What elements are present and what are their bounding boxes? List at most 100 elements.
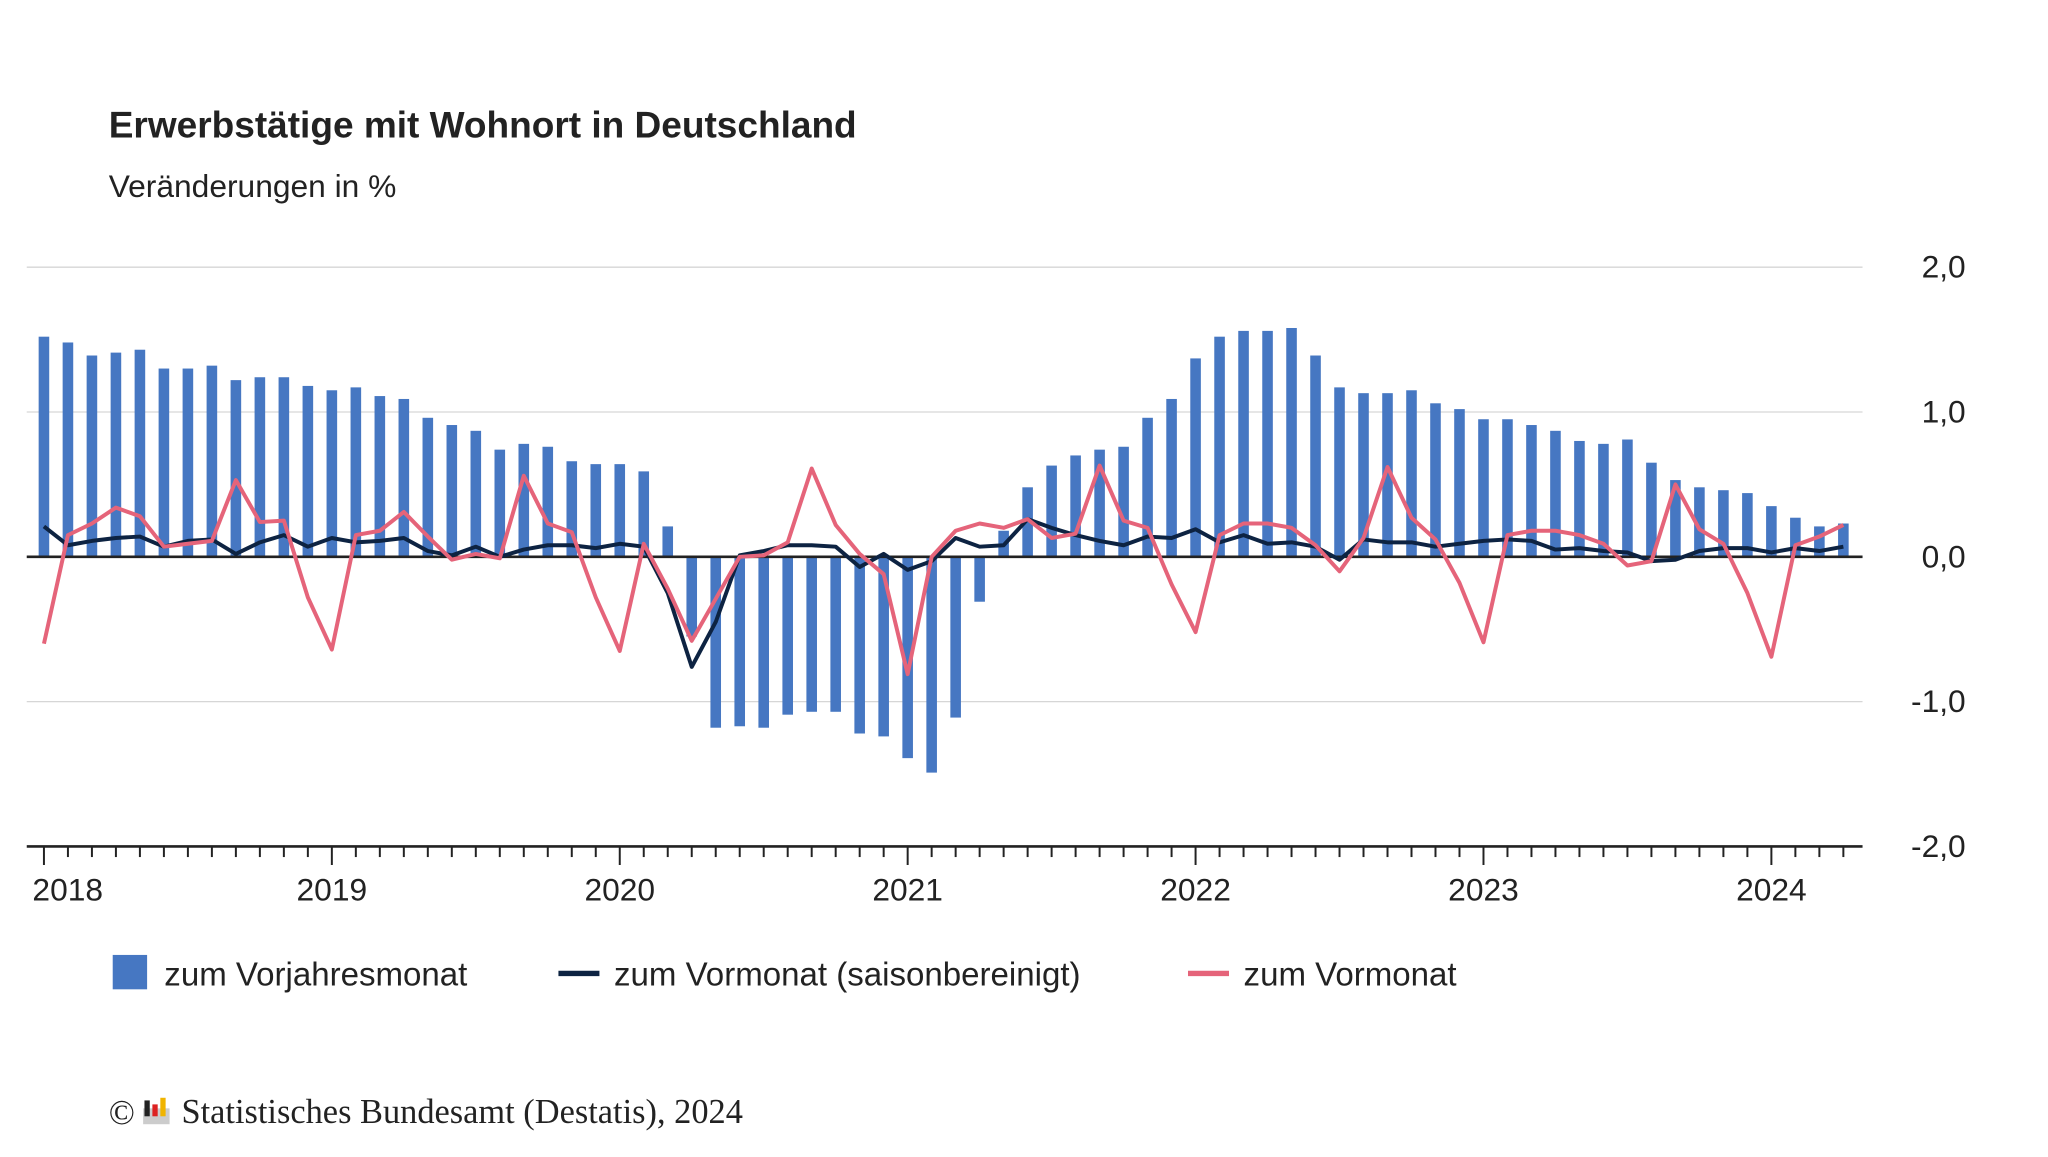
bar bbox=[1646, 462, 1657, 557]
bar bbox=[734, 556, 746, 727]
x-tick-label: 2020 bbox=[584, 872, 655, 908]
bar bbox=[686, 556, 698, 637]
bar bbox=[446, 425, 458, 557]
x-tick-label: 2024 bbox=[1736, 872, 1807, 908]
bar bbox=[542, 446, 554, 557]
legend: zum Vorjahresmonat zum Vormonat (saisonbe… bbox=[112, 954, 1457, 993]
bar bbox=[1598, 443, 1609, 557]
bar bbox=[1622, 439, 1633, 557]
bar bbox=[758, 556, 769, 728]
y-tick-label: 2,0 bbox=[1922, 249, 1966, 285]
bar bbox=[1334, 387, 1345, 557]
y-tick-label: 1,0 bbox=[1922, 394, 1966, 430]
bar bbox=[878, 556, 889, 737]
bar bbox=[1502, 419, 1513, 557]
bar bbox=[1670, 480, 1681, 557]
bar bbox=[1382, 393, 1393, 557]
bar bbox=[182, 368, 194, 557]
bar bbox=[398, 398, 410, 557]
bar bbox=[1814, 526, 1825, 557]
bar bbox=[1454, 409, 1465, 557]
bar bbox=[1094, 449, 1105, 557]
bar bbox=[1526, 425, 1537, 557]
bar bbox=[254, 377, 266, 557]
bar bbox=[902, 556, 913, 759]
bar bbox=[638, 471, 650, 557]
chart-subtitle: Veränderungen in % bbox=[109, 168, 397, 204]
bar bbox=[1838, 523, 1849, 557]
bar bbox=[230, 380, 242, 557]
bar bbox=[302, 385, 314, 557]
x-tick-label: 2018 bbox=[32, 872, 103, 908]
bar bbox=[110, 352, 122, 557]
bar bbox=[1694, 487, 1705, 557]
bar bbox=[326, 390, 338, 557]
copyright: © bbox=[109, 1094, 135, 1132]
bar bbox=[710, 556, 722, 728]
bar bbox=[1166, 398, 1177, 557]
bar bbox=[662, 526, 674, 557]
bar bbox=[854, 556, 865, 734]
bar bbox=[1070, 455, 1081, 557]
bar bbox=[1406, 390, 1417, 557]
chart-title: Erwerbstätige mit Wohnort in Deutschland bbox=[109, 104, 857, 146]
bar bbox=[830, 556, 841, 712]
bar bbox=[1790, 517, 1801, 557]
bar bbox=[1574, 440, 1585, 557]
bar bbox=[518, 443, 530, 557]
line-series bbox=[42, 463, 1845, 677]
y-tick-label: -1,0 bbox=[1911, 683, 1966, 719]
bar bbox=[590, 464, 602, 557]
bar bbox=[62, 342, 74, 557]
plot-area: -2,0 -1,0 0,0 1,0 2,0 2018 2019 2020 2021 2022 202… bbox=[26, 249, 1966, 908]
bar bbox=[1310, 355, 1321, 557]
bar bbox=[1742, 493, 1753, 557]
source: Statistisches Bundesamt (Destatis), 2024 bbox=[181, 1093, 742, 1131]
bar bbox=[374, 396, 386, 557]
bar bbox=[1190, 358, 1201, 557]
y-tick-label: -2,0 bbox=[1911, 828, 1966, 864]
logo bbox=[143, 1097, 170, 1125]
y-tick-label: 0,0 bbox=[1922, 538, 1966, 574]
bar bbox=[782, 556, 793, 715]
bar bbox=[1718, 490, 1729, 557]
bar bbox=[470, 430, 482, 557]
bar bbox=[494, 449, 506, 557]
line-series bbox=[42, 517, 1844, 669]
bar bbox=[1286, 327, 1297, 557]
bar bbox=[926, 556, 937, 773]
legend-label: zum Vormonat bbox=[1244, 956, 1457, 993]
bar bbox=[422, 417, 434, 557]
bar bbox=[158, 368, 170, 557]
bar bbox=[974, 556, 985, 602]
bar bbox=[1430, 403, 1441, 557]
bar bbox=[566, 461, 578, 557]
x-tick-label: 2023 bbox=[1448, 872, 1519, 908]
bar bbox=[1142, 417, 1153, 557]
bar bbox=[806, 556, 817, 712]
legend-swatch bbox=[112, 954, 148, 990]
bar bbox=[1262, 330, 1273, 557]
bar bbox=[1478, 419, 1489, 557]
bar bbox=[1766, 506, 1777, 557]
bar bbox=[1214, 336, 1225, 557]
bar bbox=[206, 365, 218, 557]
bar bbox=[1358, 393, 1369, 557]
bar bbox=[614, 464, 626, 557]
bar bbox=[278, 377, 290, 557]
x-tick-label: 2022 bbox=[1160, 872, 1231, 908]
bar bbox=[950, 556, 961, 718]
legend-label: zum Vormonat (saisonbereinigt) bbox=[614, 956, 1081, 993]
bar bbox=[38, 336, 50, 557]
bar bbox=[134, 349, 146, 557]
bar bbox=[1118, 446, 1129, 557]
x-tick-label: 2021 bbox=[872, 872, 943, 908]
bar bbox=[86, 355, 98, 557]
legend-label: zum Vorjahresmonat bbox=[164, 956, 467, 993]
x-tick-label: 2019 bbox=[297, 872, 368, 908]
bar bbox=[1238, 330, 1249, 557]
bar bbox=[1550, 430, 1561, 557]
bar bbox=[1046, 465, 1057, 557]
